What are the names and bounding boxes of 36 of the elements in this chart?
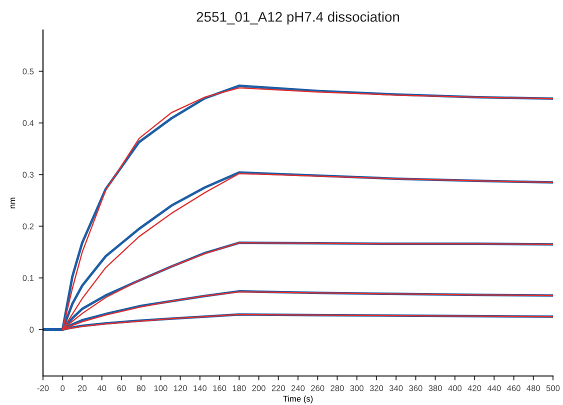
y-tick-label: 0.5 [22,68,34,74]
x-tick-label: 320 [370,385,384,392]
x-tick-label: 500 [546,385,560,392]
x-tick-label: 220 [272,385,286,392]
x-tick-label: 120 [174,385,187,392]
x-tick-label: 300 [350,385,364,392]
x-tick-label: 380 [428,385,442,392]
y-tick-label: 0 [30,326,34,333]
y-axis-title: nm [10,198,16,208]
chart-title: 2551_01_A12 pH7.4 dissociation [196,12,400,25]
x-tick-label: 340 [389,385,403,392]
x-tick-label: 160 [213,385,226,392]
x-tick-label: 40 [97,385,106,392]
x-tick-label: 420 [468,385,482,392]
x-tick-label: 180 [232,385,246,392]
y-tick-label: 0.1 [22,275,34,281]
x-tick-label: 0 [60,385,65,392]
x-tick-label: 480 [526,385,540,392]
x-tick-label: 80 [136,385,146,392]
y-tick-label: 0.4 [22,120,34,126]
x-tick-label: 240 [291,385,305,392]
x-tick-label: 400 [448,385,462,392]
y-tick-label: 0.3 [22,172,34,178]
x-axis-title: Time (s) [283,396,313,404]
y-tick-label: 0.2 [22,223,34,230]
x-tick-label: 140 [194,385,207,392]
x-tick-label: 200 [252,385,266,392]
x-tick-label: 100 [154,385,168,392]
x-tick-label: -20 [37,385,49,392]
x-tick-label: 440 [487,385,501,392]
x-tick-label: 360 [409,385,422,392]
x-tick-label: 260 [311,385,324,392]
x-tick-label: 60 [117,385,126,392]
x-tick-label: 460 [507,385,520,392]
x-tick-label: 280 [330,385,344,392]
x-tick-label: 20 [78,385,87,392]
